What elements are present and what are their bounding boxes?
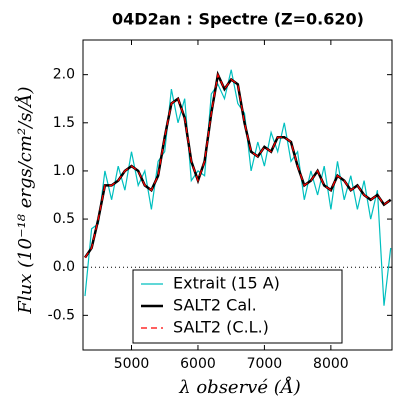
- y-tick-label: -0.5: [48, 307, 75, 323]
- x-tick-label: 5000: [114, 356, 150, 372]
- legend-label: SALT2 (C.L.): [173, 318, 269, 337]
- legend-label: SALT2 Cal.: [173, 296, 257, 315]
- legend-box: [132, 269, 343, 344]
- y-tick-label: 0.5: [53, 211, 75, 227]
- y-axis-label: Flux (10⁻¹⁸ ergs/cm²/s/Å): [14, 86, 36, 314]
- plot-frame: [82, 39, 393, 351]
- x-tick-label: 7000: [247, 356, 283, 372]
- y-tick-label: 1.0: [53, 163, 75, 179]
- x-axis-label: λ observé (Å): [178, 376, 301, 398]
- series-line: [84, 69, 392, 306]
- y-tick-label: 1.5: [53, 115, 75, 131]
- x-tick-label: 8000: [313, 356, 349, 372]
- y-tick-label: 2.0: [53, 67, 75, 83]
- y-tick-label: 0.0: [53, 259, 75, 275]
- chart-title: 04D2an : Spectre (Z=0.620): [112, 10, 364, 29]
- x-tick-label: 6000: [180, 356, 216, 372]
- legend-label: Extrait (15 A): [173, 274, 280, 293]
- series-line: [84, 72, 392, 258]
